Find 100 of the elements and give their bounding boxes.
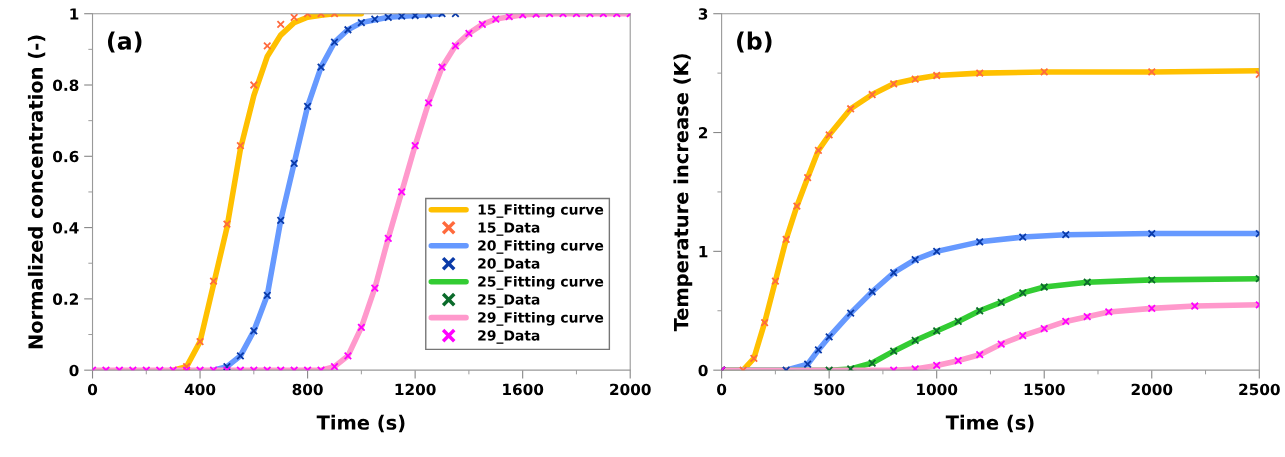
x-tick-label: 800 xyxy=(292,383,323,396)
point xyxy=(1147,304,1156,313)
y-tick-label: 0 xyxy=(69,364,79,377)
x-tick-label: 1600 xyxy=(503,383,544,396)
point xyxy=(911,336,920,345)
point xyxy=(370,284,379,293)
point xyxy=(276,216,285,225)
point xyxy=(1147,229,1156,238)
point xyxy=(997,298,1006,307)
x-tick-label: 1500 xyxy=(1024,383,1065,396)
point xyxy=(491,14,500,24)
point xyxy=(781,235,791,244)
y-axis-title: Normalized concentration (-) xyxy=(27,35,46,349)
point xyxy=(263,291,272,300)
point xyxy=(182,362,191,371)
point xyxy=(1147,275,1156,285)
point xyxy=(771,276,780,286)
point xyxy=(1018,288,1027,298)
point xyxy=(370,14,379,24)
point xyxy=(249,80,258,90)
point xyxy=(911,255,920,264)
point xyxy=(195,337,205,346)
point xyxy=(1147,67,1156,77)
point xyxy=(464,29,474,38)
point xyxy=(478,20,487,29)
point xyxy=(997,339,1006,349)
point xyxy=(824,130,834,140)
point xyxy=(1018,331,1027,340)
point xyxy=(792,202,802,211)
y-tick-label: 0.8 xyxy=(52,79,79,92)
y-tick-label: 3 xyxy=(698,8,708,20)
y-tick-label: 2 xyxy=(699,127,708,139)
point xyxy=(1190,301,1199,311)
point xyxy=(975,237,984,247)
point xyxy=(222,362,232,371)
point xyxy=(276,20,285,29)
point xyxy=(1061,230,1070,239)
y-tick-label: 0 xyxy=(698,364,708,377)
point xyxy=(803,360,812,369)
x-tick-label: 400 xyxy=(184,383,216,396)
x-tick-label: 2500 xyxy=(1239,383,1280,396)
x-tick-label: 2000 xyxy=(1131,383,1173,396)
x-tick-label: 1200 xyxy=(395,383,436,396)
point xyxy=(975,68,984,78)
point xyxy=(384,13,393,22)
point xyxy=(814,146,823,155)
point xyxy=(889,79,898,88)
point xyxy=(263,41,272,50)
annotation: (a) xyxy=(107,31,142,53)
point xyxy=(1018,232,1027,242)
y-tick-label: 0.4 xyxy=(52,222,79,234)
x-axis-title: Time (s) xyxy=(945,414,1034,433)
point xyxy=(289,13,299,22)
point xyxy=(911,74,920,84)
point xyxy=(846,308,855,318)
x-tick-label: 500 xyxy=(814,383,845,396)
point xyxy=(868,287,877,296)
y-axis-title: Temperature increase (K) xyxy=(673,54,693,332)
x-tick-label: 0 xyxy=(87,383,98,396)
point xyxy=(209,276,218,286)
point xyxy=(1040,282,1049,292)
y-tick-label: 1 xyxy=(699,246,708,258)
point xyxy=(424,98,433,107)
legend-label: 20_Fitting curve xyxy=(478,239,604,254)
point xyxy=(316,63,326,72)
point xyxy=(397,13,406,21)
point xyxy=(437,63,447,72)
x-tick-label: 2000 xyxy=(610,383,651,396)
x-axis-title: Time (s) xyxy=(316,414,405,433)
point xyxy=(410,141,420,150)
legend-label: 20_Data xyxy=(478,258,540,272)
legend-label: 25_Data xyxy=(478,294,540,308)
y-tick-label: 1 xyxy=(70,8,79,20)
legend-label: 25_Fitting curve xyxy=(478,275,604,290)
point xyxy=(222,219,232,229)
point xyxy=(932,361,941,370)
point xyxy=(932,326,941,336)
point xyxy=(343,25,353,34)
annotation: (b) xyxy=(737,31,772,53)
point xyxy=(954,317,963,326)
point xyxy=(1083,312,1092,321)
point xyxy=(975,306,984,315)
point xyxy=(889,268,898,277)
point xyxy=(505,13,514,21)
x-tick-label: 1000 xyxy=(917,383,958,396)
point xyxy=(975,350,984,359)
point xyxy=(889,346,898,356)
point xyxy=(760,318,769,327)
point xyxy=(954,356,963,365)
point xyxy=(868,90,877,99)
y-tick-label: 0.2 xyxy=(52,293,78,305)
point xyxy=(1104,307,1113,317)
point xyxy=(236,351,245,361)
point xyxy=(303,102,312,111)
point xyxy=(1061,317,1070,326)
point xyxy=(824,332,834,342)
point xyxy=(749,354,759,363)
point xyxy=(330,362,339,371)
point xyxy=(932,247,941,256)
point xyxy=(357,323,366,332)
